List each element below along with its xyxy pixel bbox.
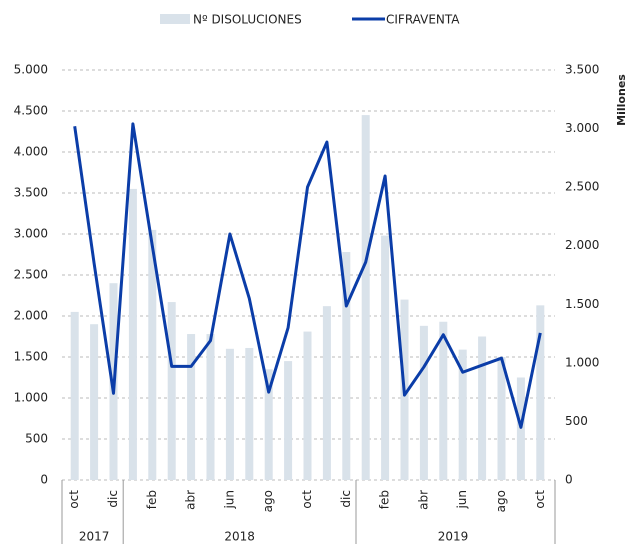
y2-tick-label: 0 xyxy=(565,473,573,487)
year-label: 2019 xyxy=(438,530,469,544)
bar xyxy=(70,311,79,480)
y2-tick-label: 1.000 xyxy=(565,355,599,369)
y-tick-label: 4.500 xyxy=(14,104,48,118)
bar xyxy=(284,361,293,480)
year-label: 2018 xyxy=(224,530,255,544)
x-tick-label: oct xyxy=(300,490,314,509)
y2-tick-label: 2.500 xyxy=(565,180,599,194)
x-tick-label: abr xyxy=(416,490,430,510)
y-tick-label: 1.500 xyxy=(14,350,48,364)
bar xyxy=(206,334,215,480)
bar xyxy=(128,188,137,480)
legend-label: CIFRAVENTA xyxy=(386,13,460,27)
y-tick-label: 3.000 xyxy=(14,227,48,241)
bar xyxy=(439,321,448,480)
bar xyxy=(381,235,390,480)
bar xyxy=(478,336,487,480)
bar xyxy=(187,334,196,480)
bar xyxy=(361,115,370,480)
y-tick-label: 2.000 xyxy=(14,309,48,323)
y2-tick-label: 2.000 xyxy=(565,238,599,252)
bar xyxy=(303,331,312,480)
bar xyxy=(458,349,467,480)
bar xyxy=(90,324,99,480)
x-tick-label: feb xyxy=(378,490,392,509)
y2-tick-label: 3.000 xyxy=(565,121,599,135)
bar xyxy=(225,348,234,480)
year-label: 2017 xyxy=(79,530,110,544)
bar xyxy=(264,369,273,480)
x-tick-label: dic xyxy=(339,490,353,508)
bar xyxy=(536,305,545,480)
x-tick-label: dic xyxy=(106,490,120,508)
y-tick-label: 500 xyxy=(25,432,48,446)
line xyxy=(73,122,542,429)
x-tick-label: abr xyxy=(184,490,198,510)
x-tick-label: oct xyxy=(67,490,81,509)
y-tick-label: 4.000 xyxy=(14,145,48,159)
bar xyxy=(167,302,176,480)
x-tick-label: ago xyxy=(494,490,508,512)
x-tick-label: jun xyxy=(222,490,236,510)
x-tick-label: jun xyxy=(455,490,469,510)
y-tick-label: 0 xyxy=(40,473,48,487)
bar xyxy=(322,306,331,480)
legend-swatch xyxy=(160,14,190,24)
y2-tick-label: 1.500 xyxy=(565,297,599,311)
bar xyxy=(148,229,157,480)
x-tick-label: oct xyxy=(533,490,547,509)
x-tick-label: ago xyxy=(261,490,275,512)
y2-tick-label: 500 xyxy=(565,414,588,428)
y-tick-label: 3.500 xyxy=(14,186,48,200)
bar xyxy=(419,325,428,480)
y-tick-label: 1.000 xyxy=(14,391,48,405)
bar xyxy=(342,252,351,480)
bar xyxy=(245,347,254,480)
legend-label: Nº DISOLUCIONES xyxy=(193,13,302,27)
x-tick-label: feb xyxy=(145,490,159,509)
y-tick-label: 2.500 xyxy=(14,268,48,282)
y2-axis-label: Millones xyxy=(615,74,628,126)
y-tick-label: 5.000 xyxy=(14,63,48,77)
y2-tick-label: 3.500 xyxy=(565,63,599,77)
bar xyxy=(497,357,506,480)
